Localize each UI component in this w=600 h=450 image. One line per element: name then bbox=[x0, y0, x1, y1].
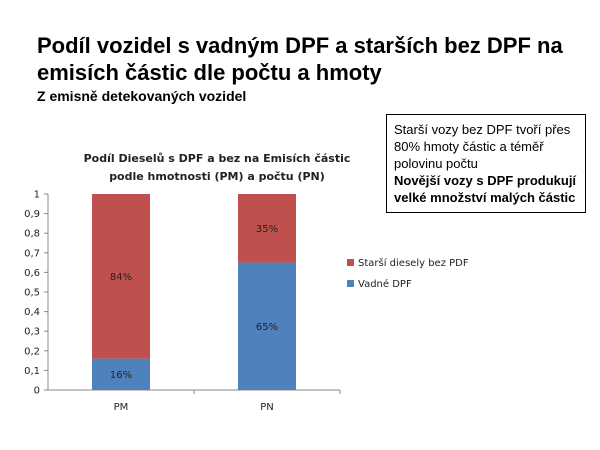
y-tick-label: 0,6 bbox=[24, 268, 40, 279]
data-label: 16% bbox=[110, 370, 132, 381]
legend-swatch bbox=[347, 259, 354, 266]
stacked-bar-chart: Podíl Dieselů s DPF a bez na Emisích čás… bbox=[24, 152, 469, 413]
y-tick-label: 0,4 bbox=[24, 307, 40, 318]
callout-bold-text: Novější vozy s DPF produkují velké množs… bbox=[394, 173, 577, 205]
chart-title-line-2: podle hmotnosti (PM) a počtu (PN) bbox=[109, 170, 325, 183]
legend-swatch bbox=[347, 280, 354, 287]
slide-title: Podíl vozidel s vadným DPF a starších be… bbox=[37, 33, 563, 85]
callout-normal-text: Starší vozy bez DPF tvoří přes 80% hmoty… bbox=[394, 122, 571, 171]
bar-segment bbox=[92, 358, 150, 390]
callout-box: Starší vozy bez DPF tvoří přes 80% hmoty… bbox=[386, 114, 586, 213]
y-tick-label: 0,9 bbox=[24, 209, 40, 220]
data-label: 65% bbox=[256, 322, 278, 333]
data-label: 84% bbox=[110, 272, 132, 283]
y-tick-label: 0,5 bbox=[24, 288, 40, 299]
y-tick-label: 0,1 bbox=[24, 366, 40, 377]
y-tick-label: 0,3 bbox=[24, 327, 40, 338]
y-tick-label: 0,2 bbox=[24, 346, 40, 357]
legend-label: Starší diesely bez PDF bbox=[358, 257, 469, 269]
bar-segment bbox=[238, 262, 296, 390]
chart-title-line-1: Podíl Dieselů s DPF a bez na Emisích čás… bbox=[84, 152, 351, 165]
bar-segment bbox=[238, 194, 296, 263]
x-category-label: PN bbox=[260, 402, 274, 413]
y-tick-label: 0 bbox=[34, 386, 40, 397]
chart-container: Podíl Dieselů s DPF a bez na Emisích čás… bbox=[0, 140, 600, 440]
slide-subtitle: Z emisně detekovaných vozidel bbox=[37, 88, 247, 104]
y-tick-label: 1 bbox=[34, 190, 40, 201]
legend-label: Vadné DPF bbox=[358, 278, 412, 290]
y-tick-label: 0,8 bbox=[24, 229, 40, 240]
y-tick-label: 0,7 bbox=[24, 248, 40, 259]
data-label: 35% bbox=[256, 224, 278, 235]
bar-segment bbox=[92, 194, 150, 359]
x-category-label: PM bbox=[114, 402, 129, 413]
